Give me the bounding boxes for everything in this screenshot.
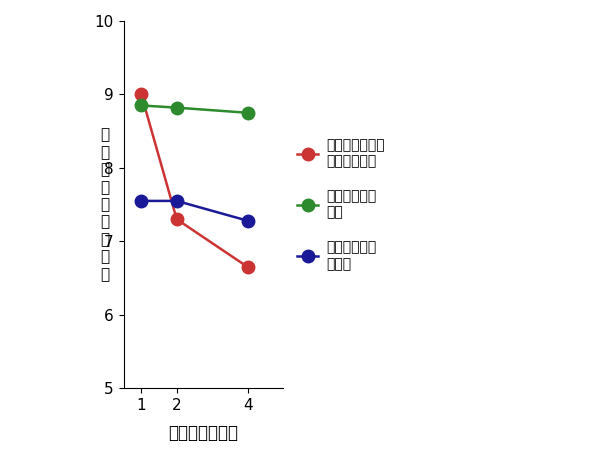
単独のときのみ
個人評価可能 bbox=[173, 217, 180, 222]
Y-axis label: １
人
あ
た
り
の
遂
行
量: １ 人 あ た り の 遂 行 量 bbox=[100, 128, 109, 282]
常に個人評価
可能 bbox=[138, 103, 145, 108]
単独のときのみ
個人評価可能 bbox=[244, 264, 251, 270]
常に個人評価
可能 bbox=[244, 110, 251, 116]
Line: 常に個人評価
不可能: 常に個人評価 不可能 bbox=[135, 195, 254, 227]
常に個人評価
可能 bbox=[173, 105, 180, 111]
X-axis label: グループの人数: グループの人数 bbox=[168, 424, 239, 442]
常に個人評価
不可能 bbox=[244, 218, 251, 223]
Line: 単独のときのみ
個人評価可能: 単独のときのみ 個人評価可能 bbox=[135, 88, 254, 273]
Line: 常に個人評価
可能: 常に個人評価 可能 bbox=[135, 99, 254, 119]
常に個人評価
不可能 bbox=[138, 198, 145, 204]
常に個人評価
不可能 bbox=[173, 198, 180, 204]
Legend: 単独のときのみ
個人評価可能, 常に個人評価
可能, 常に個人評価
不可能: 単独のときのみ 個人評価可能, 常に個人評価 可能, 常に個人評価 不可能 bbox=[291, 133, 391, 276]
単独のときのみ
個人評価可能 bbox=[138, 92, 145, 97]
